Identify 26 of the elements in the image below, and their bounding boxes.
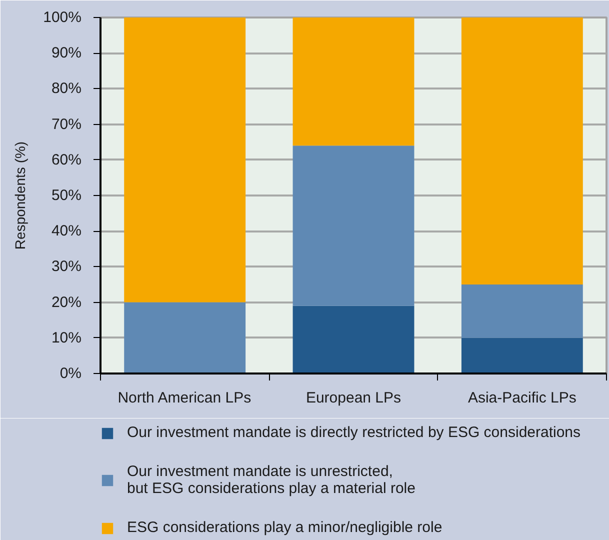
x-tick-label: Asia-Pacific LPs — [468, 390, 576, 406]
bar — [124, 302, 246, 374]
legend-label: ESG considerations play a minor/negligible role — [127, 519, 442, 536]
y-tick-label: 90% — [51, 44, 82, 62]
y-tick-label: 50% — [51, 187, 82, 204]
bar — [292, 146, 414, 306]
legend-label: Our investment mandate is directly restricted by ESG considerations — [127, 424, 581, 441]
y-tick-label: 100% — [43, 9, 82, 26]
y-tick-label: 0% — [60, 365, 82, 382]
bar — [292, 18, 414, 146]
legend-label: Our investment mandate is unrestricted, but ESG considerations play a material role — [127, 463, 416, 497]
y-tick-label: 80% — [51, 80, 82, 98]
bar — [124, 18, 246, 302]
bar — [461, 18, 583, 284]
bar — [461, 338, 583, 374]
y-axis-title: Respondents (%) — [12, 141, 28, 250]
y-tick-label: 10% — [51, 329, 82, 346]
x-tick-label: European LPs — [306, 390, 402, 406]
bar — [292, 306, 414, 374]
x-tick-label: North American LPs — [118, 390, 252, 406]
y-tick-label: 60% — [51, 151, 82, 168]
y-tick-label: 70% — [51, 116, 82, 133]
y-tick-label: 30% — [51, 258, 82, 276]
bar — [461, 284, 583, 338]
y-tick-label: 40% — [51, 222, 82, 240]
y-tick-label: 20% — [51, 294, 82, 311]
